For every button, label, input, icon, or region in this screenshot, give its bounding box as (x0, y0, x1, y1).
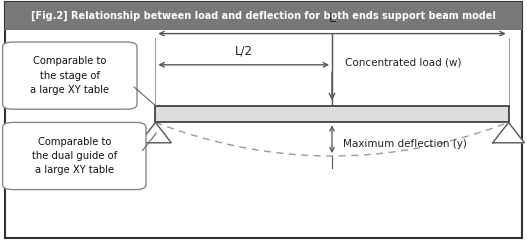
Bar (5, 2, 522, 30)
FancyBboxPatch shape (3, 122, 146, 190)
Text: [Fig.2] Relationship between load and deflection for both ends support beam mode: [Fig.2] Relationship between load and de… (31, 11, 496, 21)
Text: Concentrated load (w): Concentrated load (w) (345, 57, 462, 67)
FancyBboxPatch shape (3, 42, 137, 109)
Bar (155, 106, 509, 122)
Text: Maximum deflection (y): Maximum deflection (y) (343, 139, 466, 149)
Text: Comparable to
the stage of
a large XY table: Comparable to the stage of a large XY ta… (30, 56, 110, 95)
Text: L: L (328, 12, 336, 25)
Polygon shape (140, 122, 171, 143)
Text: L/2: L/2 (235, 45, 253, 58)
Polygon shape (493, 122, 524, 143)
Text: Comparable to
the dual guide of
a large XY table: Comparable to the dual guide of a large … (32, 137, 117, 175)
